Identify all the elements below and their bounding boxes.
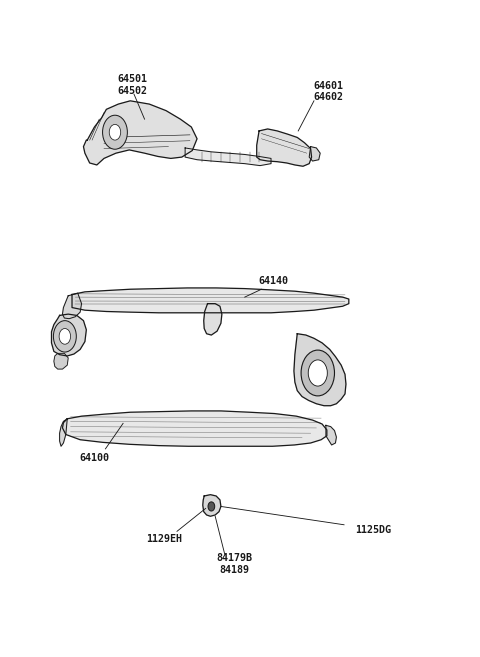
Circle shape [301,350,335,396]
Polygon shape [62,411,327,446]
Text: 1129EH: 1129EH [146,534,182,544]
Circle shape [308,360,327,386]
Circle shape [59,328,71,344]
Circle shape [109,124,120,140]
Text: 84179B
84189: 84179B 84189 [216,553,252,575]
Polygon shape [309,147,320,161]
Text: 64100: 64100 [80,453,109,463]
Circle shape [103,115,127,149]
Polygon shape [326,425,336,445]
Text: 64601
64602: 64601 64602 [313,81,343,102]
Polygon shape [294,334,346,406]
Polygon shape [203,495,221,516]
Text: 1125DG: 1125DG [355,525,391,535]
Polygon shape [51,314,86,356]
Circle shape [208,502,215,511]
Polygon shape [204,304,222,335]
Text: 64140: 64140 [258,277,288,286]
Polygon shape [257,129,312,166]
Text: 64501
64502: 64501 64502 [118,74,148,96]
Polygon shape [60,419,67,446]
Polygon shape [62,293,82,319]
Polygon shape [72,288,349,313]
Circle shape [53,321,76,352]
Polygon shape [54,353,68,369]
Polygon shape [84,101,197,165]
Polygon shape [185,148,271,166]
